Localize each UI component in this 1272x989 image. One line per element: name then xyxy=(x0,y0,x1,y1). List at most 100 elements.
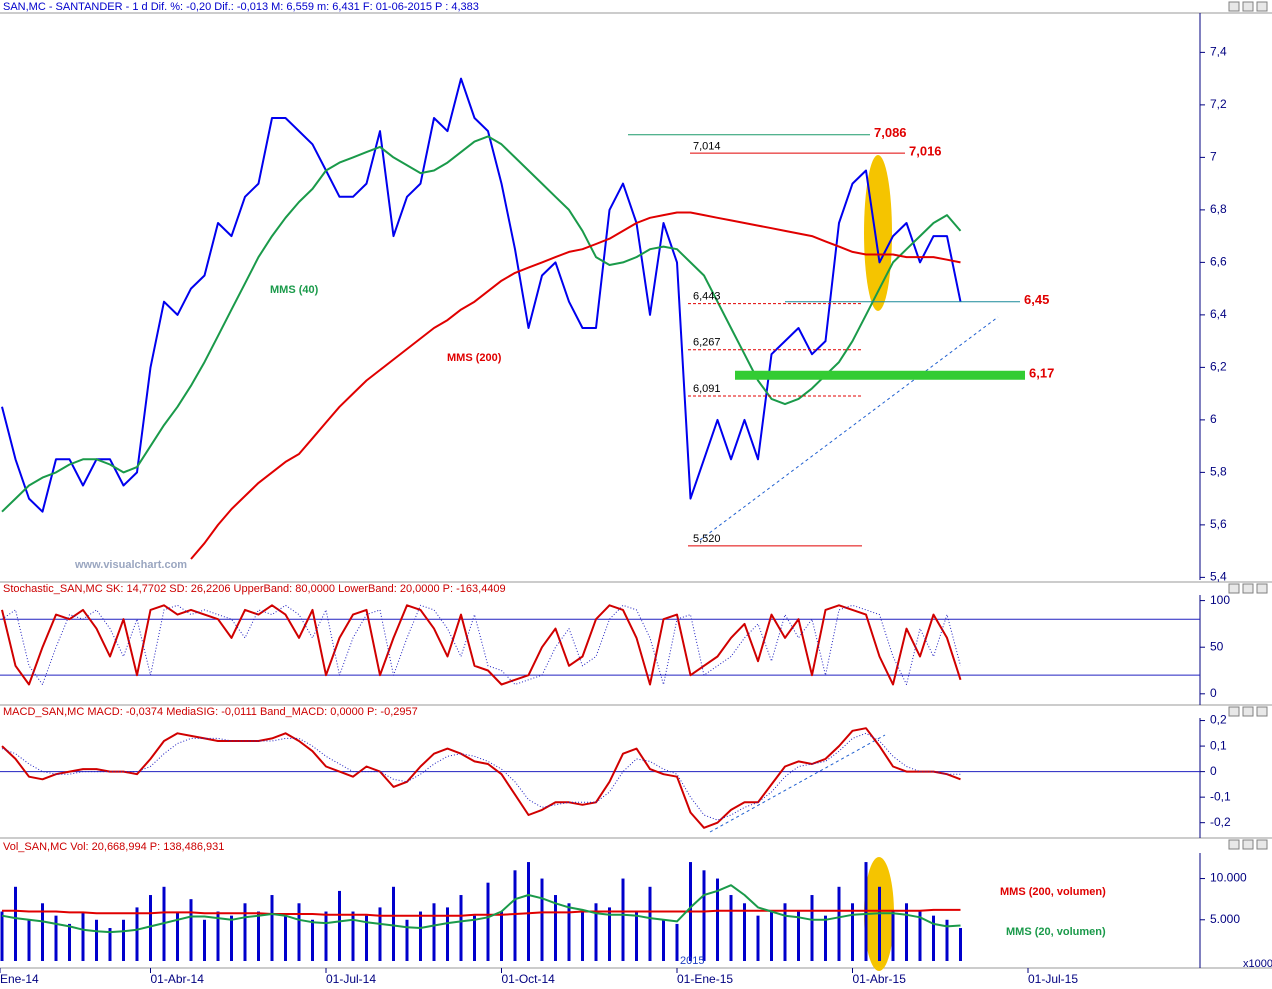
panel-title: Stochastic_SAN,MC SK: 14,7702 SD: 26,220… xyxy=(3,583,506,595)
marker-label: 6,443 xyxy=(693,290,721,302)
bar xyxy=(378,907,382,961)
bar xyxy=(243,903,247,961)
y-tick-label: 0 xyxy=(1210,764,1217,778)
bar xyxy=(257,911,260,961)
bar xyxy=(203,919,206,961)
bar xyxy=(918,911,922,961)
y-tick-label: 7,4 xyxy=(1210,45,1227,59)
bar xyxy=(500,911,503,961)
bar xyxy=(459,895,463,961)
frame xyxy=(0,12,1272,969)
button[interactable] xyxy=(1256,1,1268,12)
marker-label: 6,091 xyxy=(693,383,721,395)
level-label: 6,45 xyxy=(1024,292,1049,307)
button[interactable] xyxy=(1242,839,1254,850)
bar xyxy=(14,886,17,961)
button[interactable] xyxy=(1256,839,1268,850)
year-label: 2015 xyxy=(680,955,704,967)
bar xyxy=(365,915,368,961)
bar xyxy=(513,870,517,961)
bar xyxy=(189,899,193,961)
button[interactable] xyxy=(1256,706,1268,717)
bar xyxy=(149,895,152,961)
bar xyxy=(837,886,841,961)
bar xyxy=(122,919,125,961)
bar xyxy=(945,919,949,961)
marker-label: 7,014 xyxy=(693,141,721,153)
y-tick-label: 6,8 xyxy=(1210,202,1227,216)
bar xyxy=(635,911,638,961)
bar xyxy=(108,928,112,961)
line-series xyxy=(1,135,962,513)
watermark: www.visualchart.com xyxy=(74,559,187,571)
bar xyxy=(68,923,71,961)
axis-unit: x10000 xyxy=(1243,958,1272,970)
line-series xyxy=(1,604,961,685)
bar xyxy=(95,919,98,961)
bar xyxy=(446,907,449,961)
panel-title: MACD_SAN,MC MACD: -0,0374 MediaSIG: -0,0… xyxy=(3,706,418,718)
button[interactable] xyxy=(1228,706,1240,717)
line-series xyxy=(2,908,961,917)
bar xyxy=(594,903,598,961)
line-series xyxy=(1,727,961,829)
plot-area xyxy=(0,727,1200,829)
x-tick-label: 01-Ene-15 xyxy=(677,972,733,986)
bar xyxy=(729,895,733,961)
bar xyxy=(230,915,233,961)
button[interactable] xyxy=(1242,1,1254,12)
line-series xyxy=(1,604,962,686)
y-tick-label: 0,2 xyxy=(1210,713,1227,727)
button[interactable] xyxy=(1228,583,1240,594)
line-series xyxy=(1,77,962,513)
bar xyxy=(824,915,827,961)
bar xyxy=(959,928,962,961)
y-tick-label: 100 xyxy=(1210,593,1230,607)
button[interactable] xyxy=(1242,706,1254,717)
bar xyxy=(405,919,409,961)
y-tick-label: 7,2 xyxy=(1210,97,1227,111)
bar xyxy=(581,911,584,961)
panel-title: Vol_SAN,MC Vol: 20,668,994 P: 138,486,93… xyxy=(3,841,224,853)
x-tick-label: 01-Jul-15 xyxy=(1028,972,1078,986)
bar xyxy=(311,919,314,961)
button[interactable] xyxy=(1228,839,1240,850)
bar xyxy=(905,903,908,961)
y-tick-label: 50 xyxy=(1210,639,1224,653)
bar xyxy=(878,886,881,961)
bar xyxy=(351,911,355,961)
line-series xyxy=(190,211,961,560)
x-tick-label: 01-Jul-14 xyxy=(326,972,376,986)
plot-area xyxy=(0,604,1200,686)
y-tick-label: 6 xyxy=(1210,412,1217,426)
y-tick-label: 0 xyxy=(1210,686,1217,700)
y-tick-label: 6,2 xyxy=(1210,360,1227,374)
bar xyxy=(0,911,4,961)
series-label: MMS (200, volumen) xyxy=(1000,886,1106,898)
bar xyxy=(891,911,895,961)
series-label: MMS (20, volumen) xyxy=(1006,926,1106,938)
bar xyxy=(81,911,85,961)
button[interactable] xyxy=(1228,1,1240,12)
line-series xyxy=(1,732,961,821)
x-tick-label: 01-Abr-15 xyxy=(853,972,907,986)
y-tick-label: 5,6 xyxy=(1210,517,1227,531)
button[interactable] xyxy=(1242,583,1254,594)
x-tick-label: 01-Abr-14 xyxy=(151,972,205,986)
bar xyxy=(41,903,44,961)
bar xyxy=(297,903,301,961)
bar xyxy=(473,915,476,961)
bar xyxy=(284,915,287,961)
bar xyxy=(797,911,800,961)
y-tick-label: 7 xyxy=(1210,150,1217,164)
button[interactable] xyxy=(1256,583,1268,594)
marker-label: 5,520 xyxy=(693,533,721,545)
plot-area xyxy=(0,862,962,961)
highlight-ellipse xyxy=(864,155,892,311)
bar xyxy=(648,886,652,961)
series-label: MMS (200) xyxy=(447,352,502,364)
y-tick-label: 5,8 xyxy=(1210,465,1227,479)
bar xyxy=(756,915,760,961)
bar xyxy=(135,907,139,961)
